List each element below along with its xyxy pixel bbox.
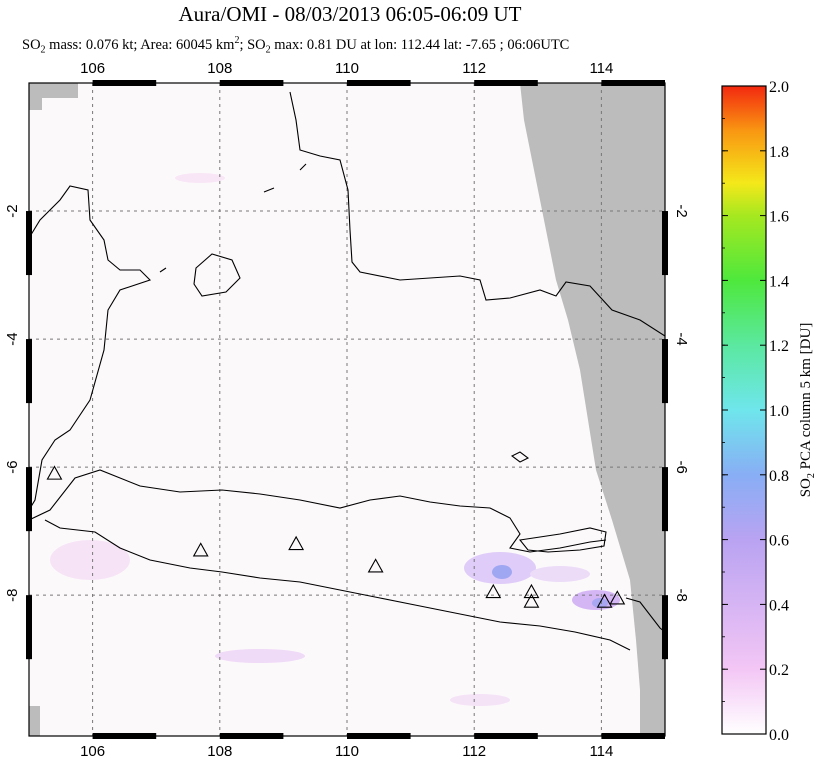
frame-ticks: [26, 80, 668, 739]
frame-bar-top: [219, 80, 284, 86]
colorbar-tick-label: 0.0: [769, 727, 789, 744]
coast-borneo: [289, 91, 665, 337]
frame-bar-left: [26, 595, 32, 660]
max-info-text: max: 0.81 DU at lon: 112.44 lat: -7.65 ;…: [270, 36, 570, 53]
so2-patch-far-south: [450, 694, 510, 706]
frame-bar-bottom: [474, 733, 538, 739]
so2-max-patch: [492, 565, 512, 579]
so2-max-subscript: 2: [265, 44, 271, 56]
axis-labels: 106 106 108 108 110 110 112 112 114 114 -2 -2 -4 -4 -6…: [4, 60, 690, 759]
coastlines: [29, 91, 665, 651]
lat-label-left: -2: [4, 204, 21, 217]
colorbar-tick-label: 1.8: [769, 144, 789, 161]
lat-label-right: -4: [673, 332, 690, 345]
lon-label-top: 114: [589, 60, 613, 77]
volcano-triangle-icon: [485, 583, 502, 599]
so2-label: SO: [22, 36, 41, 53]
lat-label-left: -4: [4, 332, 21, 345]
colorbar-tick-label: 0.2: [769, 662, 789, 679]
frame-bar-top: [92, 80, 157, 86]
frame-bar-bottom: [601, 733, 665, 739]
frame-bar-left: [26, 211, 32, 276]
so2-patch-west: [50, 540, 130, 580]
frame-bar-right: [662, 595, 668, 660]
volcano-markers: [46, 465, 626, 608]
so2-subscript: 2: [40, 44, 46, 56]
volcano-triangle-icon: [46, 465, 63, 480]
lon-label-top: 106: [80, 60, 105, 77]
volcano-triangle-icon: [609, 590, 626, 605]
colorbar-tick-label: 1.6: [769, 209, 789, 226]
coast-small-island: [510, 451, 530, 463]
coast-bangka: [193, 253, 241, 297]
frame-bar-top: [474, 80, 538, 86]
graticule: [29, 83, 665, 736]
coast-java-south: [44, 519, 631, 651]
frame-bar-right: [662, 467, 668, 532]
volcano-triangle-icon: [367, 558, 384, 573]
colorbar-tick-label: 0.6: [769, 533, 789, 550]
lat-label-left: -8: [4, 588, 21, 601]
frame-bar-right: [662, 339, 668, 404]
volcano-triangle-icon: [596, 593, 613, 608]
coast-madura: [518, 527, 607, 553]
coast-java-north: [29, 469, 607, 553]
colorbar-ticks: 0.0 0.2 0.4 0.6 0.8 1.0 1.2 1.4 1.6 1.8 2.0: [722, 79, 789, 744]
frame-bar-bottom: [219, 733, 284, 739]
so2-patch-north: [175, 173, 225, 183]
no-data-region-northwest: [29, 83, 78, 110]
lat-label-right: -6: [673, 460, 690, 473]
frame-bar-bottom: [92, 733, 157, 739]
colorbar-label: SO2 PCA column 5 km [DU]: [798, 323, 817, 498]
lon-label-bottom: 106: [80, 743, 105, 759]
coast-belitung-bits: [159, 163, 307, 273]
lon-label-bottom: 108: [207, 743, 232, 759]
colorbar-tick-label: 1.4: [769, 273, 789, 290]
so2-patch-south: [215, 649, 305, 663]
frame-bar-left: [26, 339, 32, 404]
frame-bar-left: [26, 467, 32, 532]
lon-label-bottom: 112: [462, 743, 486, 759]
colorbar-tick-label: 0.8: [769, 468, 789, 485]
colorbar-tick-label: 0.4: [769, 597, 789, 614]
volcano-triangle-icon: [192, 542, 209, 557]
lon-label-top: 108: [207, 60, 232, 77]
volcano-triangle-icon: [523, 593, 540, 608]
so2-max-label: ; SO: [239, 36, 266, 53]
volcano-triangle-icon: [288, 535, 305, 551]
lon-label-top: 112: [462, 60, 486, 77]
colorbar-tick-label: 2.0: [769, 79, 789, 96]
lat-label-right: -8: [673, 588, 690, 601]
lon-label-top: 110: [335, 60, 359, 77]
colorbar-tick-label: 1.2: [769, 338, 789, 355]
lat-label-right: -2: [673, 204, 690, 217]
frame-bar-right: [662, 211, 668, 276]
so2-patch-madura: [530, 566, 590, 582]
frame-bar-top: [347, 80, 411, 86]
coast-sumatra: [29, 185, 152, 511]
frame-bar-top: [601, 80, 665, 86]
area-superscript: 2: [234, 35, 240, 46]
mass-area-text: mass: 0.076 kt; Area: 60045 km: [45, 36, 235, 53]
map-subtitle: SO2 mass: 0.076 kt; Area: 60045 km2; SO2…: [22, 35, 569, 56]
lat-label-left: -6: [4, 460, 21, 473]
colorbar-tick-label: 1.0: [769, 403, 789, 420]
no-data-region-southwest: [29, 706, 40, 736]
lon-label-bottom: 114: [589, 743, 613, 759]
frame-bar-bottom: [347, 733, 411, 739]
no-data-region-east: [520, 83, 665, 736]
colorbar: [721, 85, 767, 735]
volcano-triangle-icon: [523, 583, 540, 599]
map-field: [29, 83, 665, 736]
lon-label-bottom: 110: [335, 743, 359, 759]
map-title: Aura/OMI - 08/03/2013 06:05-06:09 UT: [178, 2, 522, 26]
